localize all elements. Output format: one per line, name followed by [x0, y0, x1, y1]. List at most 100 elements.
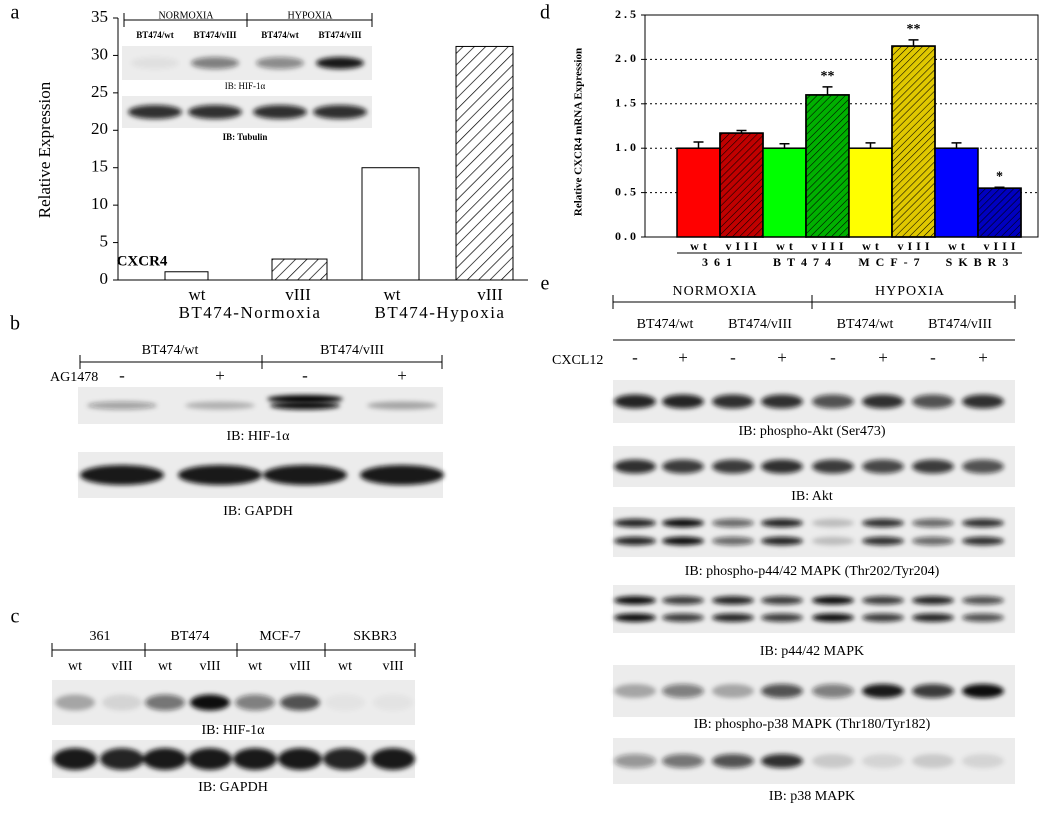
bar — [762, 147, 807, 238]
x-tick-label: wt — [776, 239, 797, 253]
x-tick-label: wt — [690, 239, 711, 253]
band — [712, 596, 754, 605]
blot-label: IB: phospho-p38 MAPK (Thr180/Tyr182) — [694, 717, 931, 732]
band — [662, 536, 704, 546]
error-bar — [693, 141, 704, 149]
band — [662, 459, 704, 474]
panel-label: b — [10, 313, 20, 335]
band — [712, 394, 754, 409]
band — [614, 536, 656, 546]
band — [712, 684, 754, 698]
header-label: MCF-7 — [259, 629, 300, 644]
blot-bands — [614, 518, 1004, 546]
significance-label: ** — [821, 69, 835, 84]
band — [912, 459, 954, 474]
blot-bands — [614, 754, 1004, 768]
header-label: BT474 — [171, 629, 210, 644]
band — [55, 694, 95, 711]
band — [614, 754, 656, 768]
blot-bands — [128, 105, 367, 119]
group-label: BT474 — [773, 255, 837, 269]
treatment-sign: + — [878, 348, 888, 367]
band — [614, 684, 656, 698]
band — [614, 394, 656, 409]
treatment-sign: + — [777, 348, 787, 367]
x-tick-label: wt — [189, 285, 206, 304]
blot-label: IB: GAPDH — [198, 780, 268, 795]
band — [962, 518, 1004, 528]
blot-bands — [87, 401, 437, 410]
error-bar — [994, 186, 1005, 189]
y-tick-label: 15 — [91, 157, 108, 176]
treatment-sign: - — [302, 366, 308, 385]
band — [712, 459, 754, 474]
y-tick-label: 1.0 — [615, 140, 639, 154]
significance-label: ** — [907, 22, 921, 37]
blot-bands — [131, 57, 364, 69]
band — [80, 465, 164, 485]
x-tick-label: vIII — [725, 239, 761, 253]
condition-label: HYPOXIA — [875, 284, 945, 299]
band — [662, 518, 704, 528]
band — [53, 748, 97, 770]
x-tick-label: wt — [948, 239, 969, 253]
group-label: SKBR3 — [946, 255, 1015, 269]
band — [962, 754, 1004, 768]
band — [278, 748, 322, 770]
lane-label: vIII — [383, 659, 404, 674]
band — [812, 613, 854, 622]
band — [812, 596, 854, 605]
band — [87, 401, 157, 410]
bar-hatch — [891, 45, 936, 238]
y-tick-label: 2.0 — [615, 51, 639, 65]
band — [962, 684, 1004, 698]
x-tick-label: vIII — [811, 239, 847, 253]
panel-label: e — [541, 273, 550, 295]
blot-label: IB: GAPDH — [223, 504, 293, 519]
y-axis-label: Relative CXCR4 mRNA Expression — [573, 48, 585, 216]
band — [812, 754, 854, 768]
condition-label: HYPOXIA — [288, 10, 334, 21]
band — [191, 57, 239, 69]
x-tick-label: vIII — [897, 239, 933, 253]
band — [912, 684, 954, 698]
band — [662, 684, 704, 698]
y-tick-label: 20 — [91, 119, 108, 138]
lane-label: BT474/wt — [261, 30, 299, 40]
band — [128, 105, 182, 119]
blot-bands — [55, 694, 413, 711]
band — [761, 394, 803, 409]
band — [371, 748, 415, 770]
band — [143, 748, 187, 770]
cell-line-label: BT474/wt — [637, 317, 694, 332]
band — [270, 401, 340, 410]
band — [325, 694, 365, 711]
band — [662, 754, 704, 768]
x-tick-label: vIII — [477, 285, 503, 304]
band — [253, 105, 307, 119]
band — [862, 754, 904, 768]
band — [373, 694, 413, 711]
treatment-sign: + — [678, 348, 688, 367]
treatment-sign: - — [632, 348, 638, 367]
treatment-sign: + — [215, 366, 225, 385]
band — [614, 596, 656, 605]
x-tick-label: wt — [862, 239, 883, 253]
panel-label: a — [11, 2, 20, 24]
y-tick-label: 35 — [91, 7, 108, 26]
group-label: BT474-Normoxia — [179, 303, 322, 322]
band — [761, 684, 803, 698]
band — [662, 394, 704, 409]
y-tick-label: 5 — [100, 231, 109, 250]
band — [812, 518, 854, 528]
blot-bands — [614, 394, 1004, 409]
y-tick-label: 25 — [91, 82, 108, 101]
group-label: 361 — [702, 255, 738, 269]
band — [662, 596, 704, 605]
blot-background — [613, 585, 1015, 633]
group-label: MCF-7 — [858, 255, 925, 269]
band — [263, 465, 347, 485]
blot-label: IB: HIF-1α — [227, 429, 291, 444]
band — [862, 459, 904, 474]
